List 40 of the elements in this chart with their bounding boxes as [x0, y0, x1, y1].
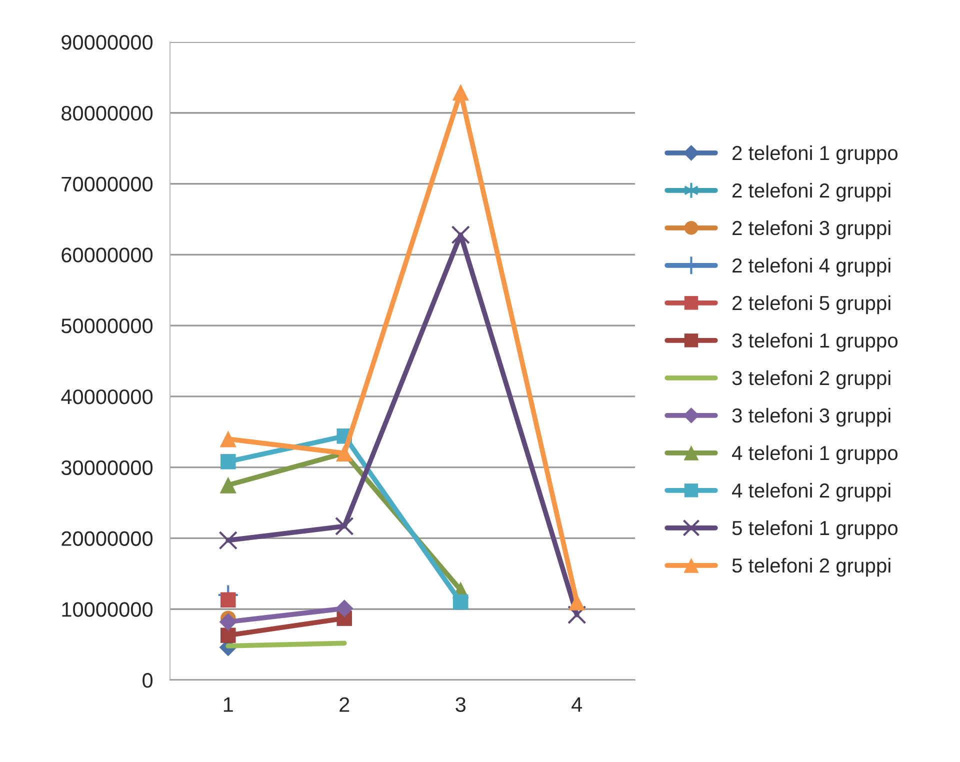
legend-label: 3 telefoni 1 gruppo [732, 332, 898, 352]
point [452, 84, 469, 101]
legend-label: 2 telefoni 4 gruppi [732, 258, 890, 277]
point [219, 613, 237, 631]
point [567, 605, 586, 624]
point [220, 454, 236, 470]
legend-label: 4 telefoni 2 gruppi [732, 482, 890, 502]
y-tick-label: 90000000 [62, 35, 153, 50]
x-tick-label: 3 [456, 697, 466, 712]
y-tick-label: 80000000 [62, 106, 153, 121]
point [220, 476, 236, 494]
x-tick-label: 2 [340, 697, 350, 712]
point [218, 530, 238, 550]
legend-label: 5 telefoni 1 gruppo [732, 520, 898, 540]
x-tick-label: 1 [224, 697, 233, 712]
point [220, 430, 236, 448]
legend-label: 2 telefoni 1 gruppo [732, 145, 898, 164]
point [336, 600, 354, 618]
y-tick-label: 30000000 [61, 460, 153, 476]
y-tick-label: 50000000 [61, 318, 153, 334]
legend-label: 5 telefoni 2 gruppi [732, 558, 890, 577]
point [334, 516, 354, 536]
point [220, 628, 236, 643]
legend-label: 2 telefoni 2 gruppi [732, 182, 890, 202]
point [452, 594, 468, 610]
y-tick-label: 0 [142, 673, 153, 688]
x-tick-label: 4 [572, 697, 582, 712]
y-tick-label: 40000000 [61, 389, 153, 404]
y-tick-label: 20000000 [62, 531, 153, 546]
legend-label: 2 telefoni 5 gruppi [732, 295, 890, 314]
legend-label: 3 telefoni 2 gruppi [732, 370, 890, 390]
point [568, 594, 586, 610]
legend-label: 4 telefoni 1 gruppo [732, 445, 898, 464]
y-tick-label: 10000000 [62, 602, 153, 617]
y-tick-label: 70000000 [62, 176, 153, 192]
legend-label: 2 telefoni 3 gruppi [732, 220, 890, 240]
y-tick-label: 60000000 [62, 248, 153, 262]
point [220, 592, 236, 608]
legend-label: 3 telefoni 3 gruppi [732, 408, 890, 427]
point [451, 225, 470, 244]
